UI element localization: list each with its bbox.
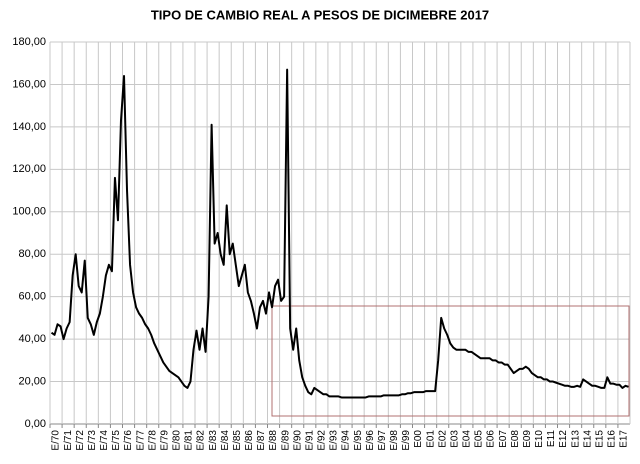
x-tick-label: E/79 (159, 430, 170, 451)
x-tick-label: E/94 (341, 430, 352, 451)
x-tick-label: E07 (498, 430, 509, 448)
x-tick-label: E02 (437, 430, 448, 448)
x-tick-label: E/76 (123, 430, 134, 451)
x-tick-label: E17 (619, 430, 630, 448)
x-tick-label: E/88 (268, 430, 279, 451)
x-tick-label: E/82 (196, 430, 207, 451)
x-tick-label: E/99 (401, 430, 412, 451)
x-tick-label: E06 (486, 430, 497, 448)
x-tick-label: E12 (558, 430, 569, 448)
x-tick-label: E/71 (63, 430, 74, 451)
x-tick-label: E/78 (147, 430, 158, 451)
y-tick-label: 140,00 (12, 121, 46, 133)
x-tick-label: E/80 (172, 430, 183, 451)
y-tick-label: 20,00 (18, 375, 46, 387)
x-tick-label: E/97 (377, 430, 388, 451)
highlight-box (271, 305, 630, 417)
x-tick-label: E/91 (304, 430, 315, 451)
x-tick-label: E/98 (389, 430, 400, 451)
x-tick-label: E/90 (292, 430, 303, 451)
y-tick-label: 100,00 (12, 206, 46, 218)
y-tick-label: 60,00 (18, 291, 46, 303)
chart-title: TIPO DE CAMBIO REAL A PESOS DE DICIMEBRE… (151, 7, 489, 22)
x-tick-label: E11 (546, 430, 557, 447)
x-tick-label: E/89 (280, 430, 291, 451)
x-tick-label: E14 (582, 430, 593, 448)
y-tick-label: 80,00 (18, 248, 46, 260)
x-tick-label: E/84 (220, 430, 231, 451)
x-tick-label: E15 (594, 430, 605, 448)
y-tick-label: 160,00 (12, 78, 46, 90)
x-tick-label: E/73 (87, 430, 98, 451)
data-line (50, 68, 629, 399)
x-tick-label: E16 (607, 430, 618, 448)
x-tick-label: E08 (510, 430, 521, 448)
x-tick-label: E/85 (232, 430, 243, 451)
x-tick-label: E01 (425, 430, 436, 448)
x-tick-label: E05 (474, 430, 485, 448)
x-tick-label: E/87 (256, 430, 267, 451)
x-tick-label: E/93 (329, 430, 340, 451)
x-tick-label: E13 (570, 430, 581, 448)
x-tick-label: E03 (449, 430, 460, 448)
x-tick-label: E/95 (353, 430, 364, 451)
x-tick-label: E/70 (51, 430, 62, 451)
x-tick-label: E/81 (184, 430, 195, 451)
x-tick-label: E/86 (244, 430, 255, 451)
x-tick-label: E00 (413, 430, 424, 448)
x-tick-label: E/77 (135, 430, 146, 451)
x-tick-label: E/72 (75, 430, 86, 451)
x-tick-label: E/75 (111, 430, 122, 451)
y-tick-label: 0,00 (25, 418, 46, 430)
y-tick-label: 180,00 (12, 36, 46, 48)
y-tick-label: 120,00 (12, 163, 46, 175)
x-tick-label: E/74 (99, 430, 110, 451)
x-tick-label: E/96 (365, 430, 376, 451)
x-tick-label: E09 (522, 430, 533, 448)
y-tick-label: 40,00 (18, 333, 46, 345)
x-tick-label: E/83 (208, 430, 219, 451)
x-tick-label: E10 (534, 430, 545, 448)
x-tick-label: E/92 (317, 430, 328, 451)
x-tick-label: E04 (462, 430, 473, 448)
